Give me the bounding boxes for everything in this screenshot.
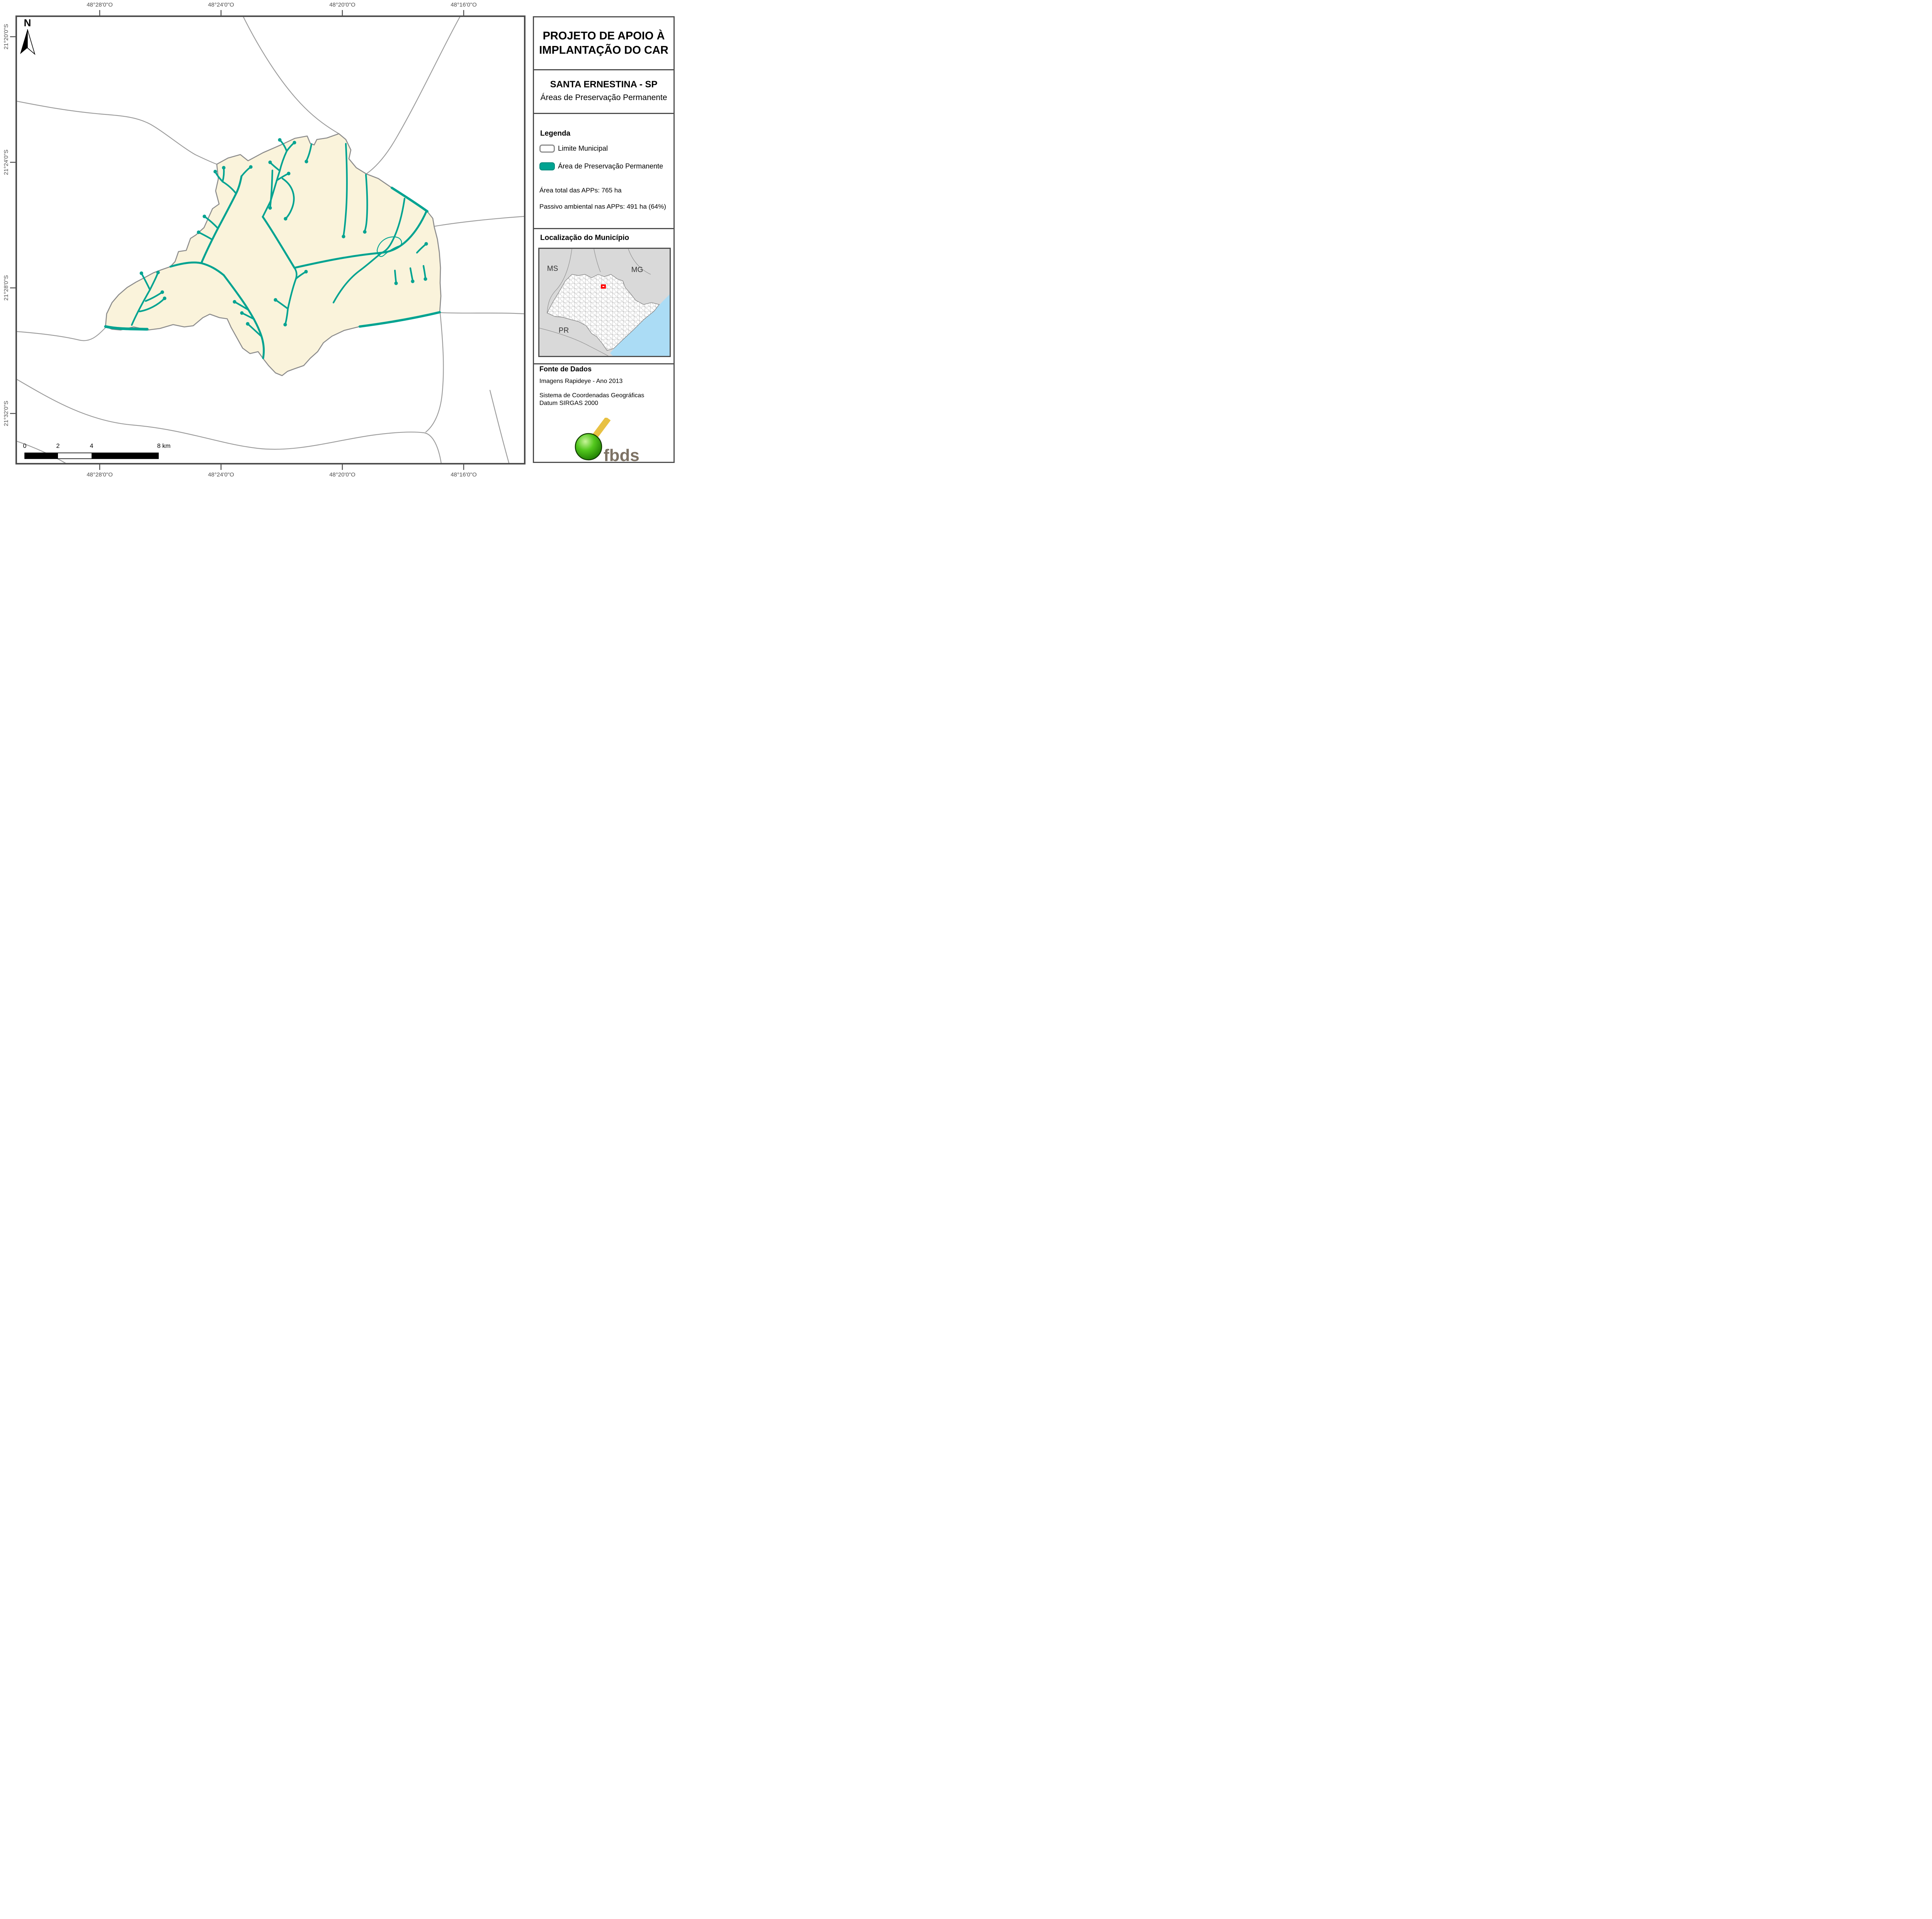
scalebar-label-4: 4 [90, 443, 94, 449]
panel-divider-2 [534, 113, 673, 114]
scale-bar [24, 453, 159, 459]
neighbor-boundary-lines [17, 17, 524, 463]
panel-divider-3 [534, 228, 673, 229]
scalebar-label-8km: 8 km [157, 443, 171, 449]
stat-passivo-apps: Passivo ambiental nas APPs: 491 ha (64%) [539, 203, 666, 210]
map-frame [15, 15, 526, 464]
panel-divider-1 [534, 69, 673, 70]
panel-divider-4 [534, 363, 673, 364]
legend-item-label: Área de Preservação Permanente [558, 162, 663, 170]
fbds-logo-text: fbds [604, 446, 639, 464]
axis-label-top-4: 48°16'0"O [451, 2, 477, 8]
data-source-line1: Imagens Rapideye - Ano 2013 [539, 378, 623, 384]
legend-item-app: Área de Preservação Permanente [539, 162, 663, 170]
project-title: PROJETO DE APOIO À IMPLANTAÇÃO DO CAR [534, 29, 673, 58]
axis-label-left-2: 21°24'0"S [3, 150, 10, 175]
axis-label-left-4: 21°32'0"S [3, 401, 10, 426]
north-label: N [24, 17, 31, 29]
location-heading: Localização do Município [540, 234, 629, 242]
stat-total-apps: Área total das APPs: 765 ha [539, 187, 622, 194]
north-arrow-icon [20, 29, 36, 55]
axis-label-top-1: 48°28'0"O [87, 2, 113, 8]
fbds-logo: fbds [575, 418, 639, 464]
axis-label-bottom-4: 48°16'0"O [451, 471, 477, 478]
map-canvas [10, 10, 526, 470]
scalebar-label-2: 2 [56, 443, 60, 449]
axis-label-bottom-1: 48°28'0"O [87, 471, 113, 478]
inset-locator-map: MS MG PR [538, 248, 671, 357]
map-content [17, 17, 524, 463]
legend-item-label: Limite Municipal [558, 144, 608, 152]
project-title-line1: PROJETO DE APOIO À [543, 30, 665, 42]
app-swatch [539, 162, 555, 170]
axis-label-top-2: 48°24'0"O [208, 2, 234, 8]
inset-ocean [610, 294, 670, 356]
inset-label-ms: MS [547, 265, 558, 273]
axis-ticks [10, 10, 464, 470]
data-source-line2: Sistema de Coordenadas Geográficas [539, 392, 645, 399]
info-panel: PROJETO DE APOIO À IMPLANTAÇÃO DO CAR SA… [533, 16, 675, 464]
legend-item-limite: Limite Municipal [539, 144, 608, 153]
map-theme: Áreas de Preservação Permanente [540, 93, 667, 102]
axis-label-left-3: 21°28'0"S [3, 275, 10, 301]
data-source-heading: Fonte de Dados [539, 365, 592, 373]
axis-label-bottom-3: 48°20'0"O [329, 471, 355, 478]
axis-label-top-3: 48°20'0"O [329, 2, 355, 8]
project-title-line2: IMPLANTAÇÃO DO CAR [539, 44, 668, 56]
scalebar-label-0: 0 [23, 443, 27, 449]
app-network [104, 139, 441, 359]
legend-heading: Legenda [540, 129, 571, 138]
municipality-polygon [105, 133, 442, 376]
axis-label-left-1: 21°20'0"S [3, 24, 10, 49]
inset-label-pr: PR [559, 327, 569, 335]
axis-label-bottom-2: 48°24'0"O [208, 471, 234, 478]
inset-label-mg: MG [631, 266, 643, 274]
data-source-line3: Datum SIRGAS 2000 [539, 400, 599, 407]
app-spring-knobs [139, 138, 428, 327]
municipality-name: SANTA ERNESTINA - SP [550, 79, 658, 90]
inset-map-canvas: MS MG PR [539, 248, 670, 356]
municipal-limit-swatch [539, 144, 555, 153]
